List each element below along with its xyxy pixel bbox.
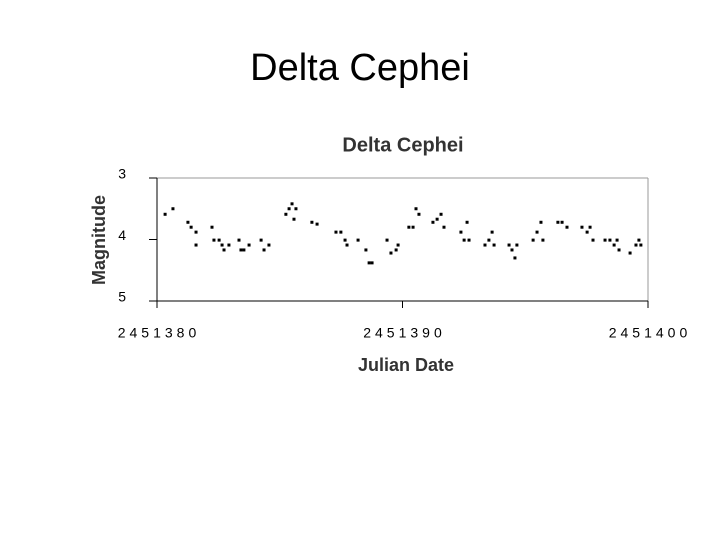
data-point <box>334 230 338 234</box>
data-point <box>580 225 584 229</box>
data-point <box>217 238 221 242</box>
data-point <box>290 202 294 206</box>
data-point <box>227 243 231 247</box>
data-point <box>492 243 496 247</box>
data-point <box>394 248 398 252</box>
data-point <box>490 230 494 234</box>
data-point <box>515 243 519 247</box>
data-point <box>294 207 298 211</box>
data-point <box>585 230 589 234</box>
data-point <box>435 217 439 221</box>
data-point <box>364 248 368 252</box>
data-point <box>513 256 517 260</box>
data-point <box>310 220 314 224</box>
data-point <box>539 220 543 224</box>
x-axis-label: Julian Date <box>358 355 454 375</box>
data-point <box>210 225 214 229</box>
data-point <box>591 238 595 242</box>
data-point <box>171 207 175 211</box>
data-point <box>163 212 167 216</box>
data-point <box>608 238 612 242</box>
data-point <box>603 238 607 242</box>
data-point <box>442 225 446 229</box>
data-point <box>194 243 198 247</box>
data-point <box>343 238 347 242</box>
y-tick-label: 3 <box>118 166 130 182</box>
data-point <box>510 248 514 252</box>
data-point <box>417 212 421 216</box>
data-point <box>259 238 263 242</box>
data-point <box>262 248 266 252</box>
data-point <box>588 225 592 229</box>
data-point <box>531 238 535 242</box>
data-point <box>345 243 349 247</box>
data-point <box>239 248 243 252</box>
data-point <box>541 238 545 242</box>
data-point <box>637 238 641 242</box>
data-point <box>467 238 471 242</box>
data-point <box>396 243 400 247</box>
x-tick-label: 2451400 <box>609 325 692 341</box>
data-point <box>242 248 246 252</box>
data-point <box>483 243 487 247</box>
data-point <box>617 248 621 252</box>
data-point <box>267 243 271 247</box>
data-point <box>247 243 251 247</box>
data-point <box>222 248 226 252</box>
data-point <box>414 207 418 211</box>
data-point <box>284 212 288 216</box>
data-point <box>639 243 643 247</box>
data-point <box>634 243 638 247</box>
data-point <box>556 220 560 224</box>
y-axis-label: Magnitude <box>89 195 109 285</box>
data-point <box>612 243 616 247</box>
data-point <box>287 207 291 211</box>
data-point <box>487 238 491 242</box>
data-point <box>189 225 193 229</box>
data-point <box>212 238 216 242</box>
data-point <box>186 220 190 224</box>
data-point <box>220 243 224 247</box>
data-point <box>465 220 469 224</box>
data-point <box>370 261 374 265</box>
data-point <box>459 230 463 234</box>
data-point <box>535 230 539 234</box>
data-point <box>462 238 466 242</box>
data-point <box>237 238 241 242</box>
x-tick-label: 2451390 <box>363 325 446 341</box>
data-point <box>356 238 360 242</box>
data-point <box>507 243 511 247</box>
data-point <box>411 225 415 229</box>
data-point <box>615 238 619 242</box>
data-point <box>628 251 632 255</box>
data-point <box>407 225 411 229</box>
data-point <box>431 220 435 224</box>
y-tick-label: 5 <box>118 289 130 305</box>
data-point <box>385 238 389 242</box>
data-point <box>315 222 319 226</box>
data-point <box>560 220 564 224</box>
chart-title: Delta Cephei <box>342 134 463 156</box>
data-point <box>367 261 371 265</box>
data-point <box>339 230 343 234</box>
data-point <box>565 225 569 229</box>
data-point <box>389 251 393 255</box>
data-point <box>439 212 443 216</box>
slide-title: Delta Cephei <box>250 47 470 89</box>
y-tick-label: 4 <box>118 227 130 243</box>
x-tick-label: 2451380 <box>118 325 201 341</box>
data-point <box>194 230 198 234</box>
data-point <box>292 217 296 221</box>
